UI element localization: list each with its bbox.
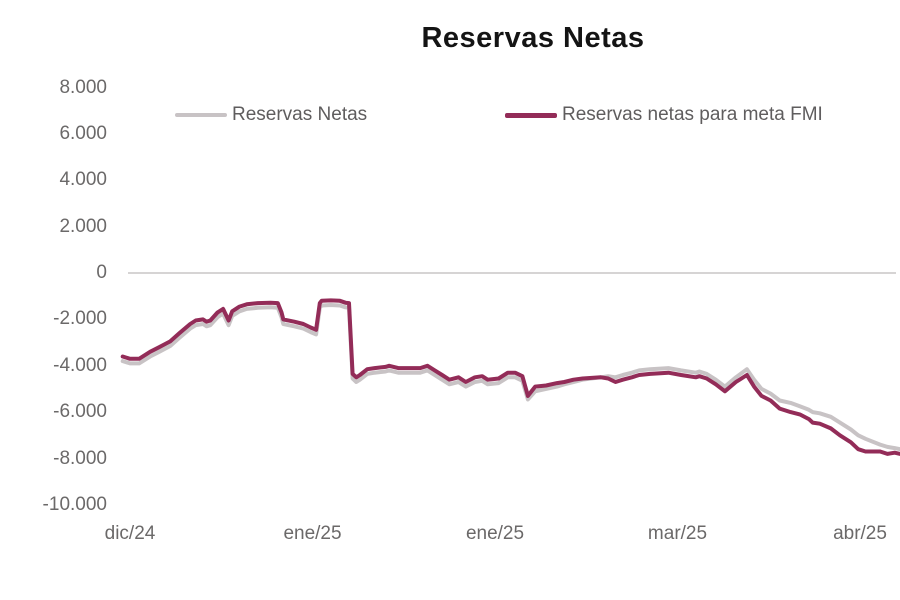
x-tick-label: abr/25	[833, 523, 887, 544]
legend-item-reservas-netas: Reservas Netas	[175, 103, 367, 127]
x-tick-label: ene/25	[465, 523, 525, 544]
series-line-reservas-netas	[120, 303, 900, 452]
y-tick-label: -8.000	[53, 447, 107, 469]
x-tick-label: mar/25	[647, 523, 708, 544]
y-tick-label: -4.000	[53, 354, 107, 376]
series-line-meta-fmi	[120, 298, 900, 456]
y-tick-label: 2.000	[59, 215, 107, 237]
legend: Reservas Netas Reservas netas para meta …	[0, 103, 900, 127]
y-tick-label: -10.000	[42, 493, 107, 515]
y-tick-label: 4.000	[59, 169, 107, 191]
x-tick-label: ene/25	[283, 523, 342, 544]
legend-line-swatch-gray	[175, 113, 227, 117]
y-tick-label: -6.000	[53, 401, 107, 423]
legend-item-meta-fmi: Reservas netas para meta FMI	[505, 103, 823, 127]
y-tick-label: 6.000	[59, 122, 107, 144]
y-tick-label: 0	[96, 262, 107, 283]
legend-label: Reservas netas para meta FMI	[562, 104, 823, 125]
legend-line-swatch-maroon	[505, 112, 557, 118]
chart-title: Reservas Netas	[421, 22, 645, 54]
y-tick-label: -2.000	[53, 308, 107, 330]
y-tick-label: 8.000	[59, 76, 107, 98]
legend-label: Reservas Netas	[232, 104, 368, 125]
x-tick-label: dic/24	[104, 523, 156, 544]
